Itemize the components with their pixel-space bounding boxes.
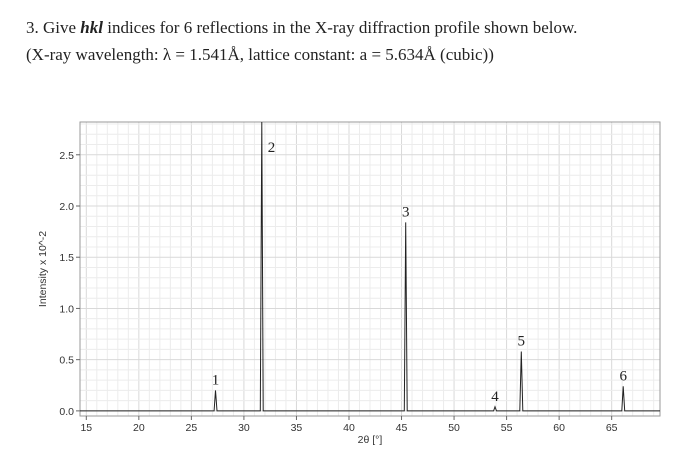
- y-tick-label: 0.5: [59, 355, 74, 367]
- plot-frame: [79, 121, 661, 417]
- question-suffix: indices for 6 reflections in the X-ray d…: [102, 18, 578, 37]
- x-axis-title: 2θ [°]: [358, 434, 383, 446]
- question-prefix: 3. Give: [26, 18, 81, 37]
- peak-labels: 1 2 3 4 5 6: [212, 140, 628, 405]
- peak-label-1: 1: [212, 372, 220, 388]
- x-tick-label: 65: [606, 422, 618, 434]
- y-tick-label: 2.5: [59, 150, 74, 162]
- grid: [80, 122, 660, 416]
- x-tick-label: 30: [238, 422, 250, 434]
- x-tick-label: 35: [291, 422, 303, 434]
- question-hkl: hkl: [80, 18, 103, 37]
- x-tick-label: 15: [80, 422, 92, 434]
- y-axis-title: Intensity x 10^-2: [37, 231, 49, 307]
- question-line-2: (X-ray wavelength: λ = 1.541Å, lattice c…: [26, 45, 494, 64]
- x-tick-label: 20: [133, 422, 145, 434]
- question-line-1: 3. Give hkl indices for 6 reflections in…: [26, 14, 686, 41]
- question-text: 3. Give hkl indices for 6 reflections in…: [26, 14, 686, 68]
- peak-label-5: 5: [518, 333, 526, 349]
- x-tick-label: 60: [553, 422, 565, 434]
- y-tick-label: 1.0: [59, 303, 74, 315]
- diffraction-line: [80, 121, 660, 412]
- y-axis: 0.0 0.5 1.0 1.5 2.0 2.5: [59, 150, 80, 418]
- x-tick-label: 25: [186, 422, 198, 434]
- x-tick-label: 50: [448, 422, 460, 434]
- y-tick-label: 2.0: [59, 201, 74, 213]
- x-tick-label: 45: [396, 422, 408, 434]
- x-tick-label: 55: [501, 422, 513, 434]
- peak-label-2: 2: [268, 140, 276, 156]
- series-trace: [80, 121, 660, 412]
- peak-label-6: 6: [619, 368, 627, 384]
- y-tick-label: 1.5: [59, 252, 74, 264]
- x-tick-label: 40: [343, 422, 355, 434]
- peak-label-3: 3: [402, 204, 410, 220]
- x-axis: 15 20 25 30 35 40 45 50 55 60 65: [80, 416, 618, 434]
- peak-label-4: 4: [491, 389, 499, 405]
- y-tick-label: 0.0: [59, 406, 74, 418]
